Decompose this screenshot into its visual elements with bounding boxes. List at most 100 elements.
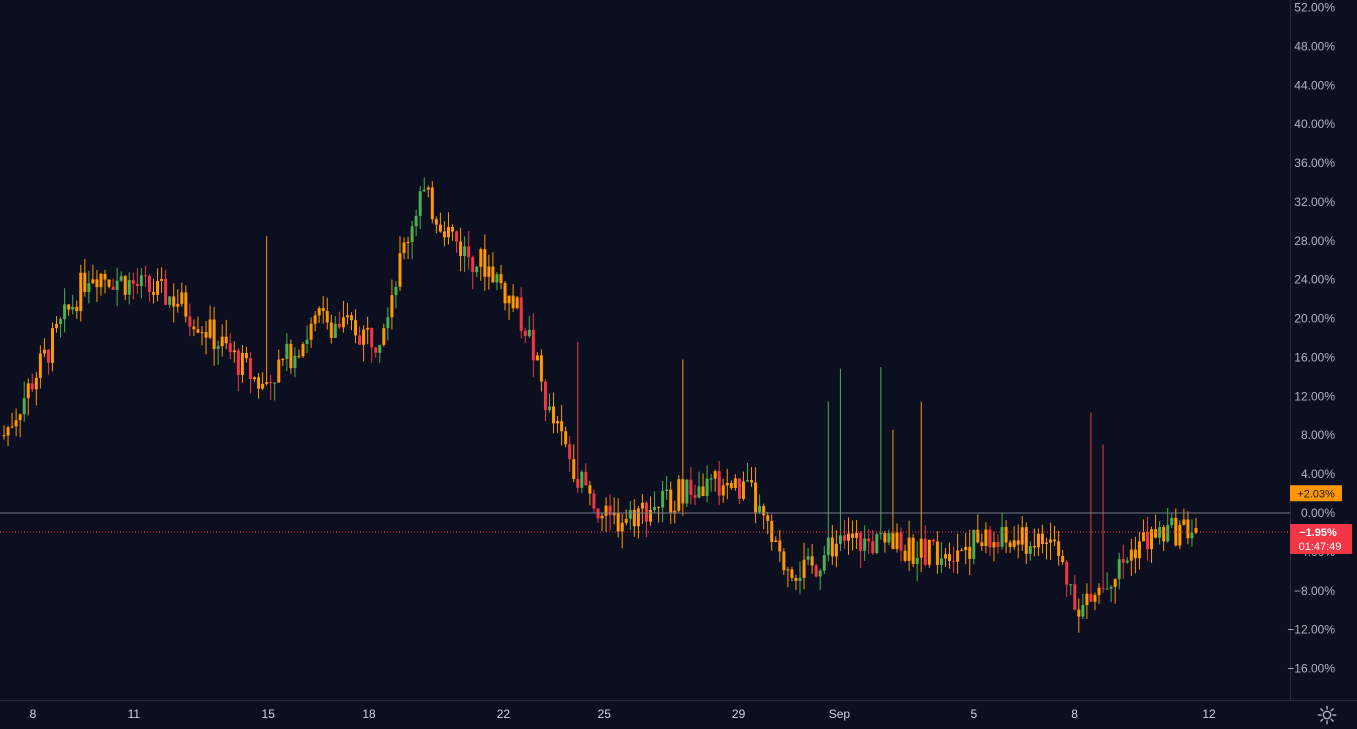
candle-body (628, 510, 632, 519)
candle-body (875, 534, 879, 554)
candle-body (923, 538, 927, 565)
candle-body (636, 508, 640, 527)
candle-body (10, 426, 14, 428)
candle-body (818, 570, 822, 577)
y-tick-label: 4.00% (1301, 467, 1335, 481)
candle-body (948, 554, 952, 561)
candle-body (83, 272, 87, 292)
candle-body (321, 308, 325, 311)
candle-body (240, 353, 244, 375)
candle-body (697, 486, 701, 498)
candle-body (422, 189, 426, 192)
candle-body (741, 481, 745, 499)
candle-body (810, 556, 814, 566)
candle-body (127, 280, 131, 295)
y-tick-label: −8.00% (1294, 584, 1335, 598)
candle-body (1125, 560, 1129, 563)
candle-body (632, 510, 636, 527)
candle-body (1012, 540, 1016, 547)
gear-icon[interactable] (1316, 704, 1338, 726)
candle-body (410, 226, 414, 243)
candle-body (766, 515, 770, 521)
candle-body (717, 471, 721, 496)
candle-body (1166, 525, 1170, 542)
candle-body (269, 382, 273, 384)
candle-body (701, 486, 705, 497)
x-axis[interactable]: 8 11 15 18 22 25 29 Sep 5 8 12 (30, 707, 1216, 721)
candle-body (887, 533, 891, 543)
candle-body (26, 383, 30, 399)
candle-body (774, 540, 778, 542)
candle-body (390, 295, 394, 318)
candle-body (499, 274, 503, 284)
candle-body (1020, 527, 1024, 545)
candle-body (6, 427, 10, 436)
candle-body (147, 275, 151, 292)
candle-body (1158, 527, 1162, 538)
candle-body (135, 283, 139, 286)
candle-body (325, 310, 329, 323)
candle-body (802, 559, 806, 578)
candle-body (992, 542, 996, 548)
candle-body (273, 382, 277, 384)
candle-body (354, 320, 358, 336)
candle-body (374, 347, 378, 353)
candle-body (1105, 588, 1109, 590)
candle-body (564, 431, 568, 445)
candle-body (1117, 559, 1121, 580)
candle-body (398, 253, 402, 287)
candle-body (685, 479, 689, 504)
candle-body (87, 283, 91, 292)
candle-body (931, 539, 935, 542)
x-tick-label: 12 (1202, 707, 1216, 721)
candle-body (640, 502, 644, 509)
candle-body (467, 246, 471, 258)
candle-body (192, 326, 196, 330)
candle-body (495, 274, 499, 283)
candle-body (1089, 593, 1093, 602)
candle-body (572, 459, 576, 480)
candle-body (709, 478, 713, 480)
candle-body (224, 336, 228, 344)
compare-price-badge (1290, 523, 1352, 554)
candle-body (851, 533, 855, 538)
candle-body (333, 323, 337, 338)
candle-body (156, 280, 160, 295)
candle-body (1150, 529, 1154, 550)
candle-body (281, 359, 285, 361)
candle-body (927, 539, 931, 565)
candle-body (67, 304, 71, 310)
candle-body (1040, 533, 1044, 545)
candle-body (1069, 584, 1073, 586)
candle-body (624, 518, 628, 523)
candle-body (1190, 532, 1194, 539)
y-tick-label: 40.00% (1294, 117, 1335, 131)
candle-body (1137, 541, 1141, 559)
candle-body (261, 383, 265, 389)
candle-body (552, 406, 556, 424)
candle-body (236, 350, 240, 375)
candle-body (337, 323, 341, 328)
candle-body (232, 350, 236, 353)
candle-body (531, 329, 535, 361)
x-tick-label: 18 (362, 707, 376, 721)
compare-price-label: −1.95% (1299, 527, 1337, 539)
candle-body (750, 480, 754, 483)
candle-body (834, 543, 838, 557)
candle-body (939, 558, 943, 565)
candle-body (257, 377, 261, 389)
candle-body (1008, 542, 1012, 547)
candle-body (59, 319, 63, 324)
candle-body (976, 529, 980, 543)
y-tick-label: 24.00% (1294, 273, 1335, 287)
candle-body (871, 541, 875, 554)
candle-body (1044, 542, 1048, 545)
y-tick-label: 16.00% (1294, 350, 1335, 364)
candle-body (535, 355, 539, 361)
x-tick-label: 8 (30, 707, 37, 721)
candle-body (899, 532, 903, 551)
candle-body (705, 478, 709, 497)
candle-body (620, 522, 624, 532)
